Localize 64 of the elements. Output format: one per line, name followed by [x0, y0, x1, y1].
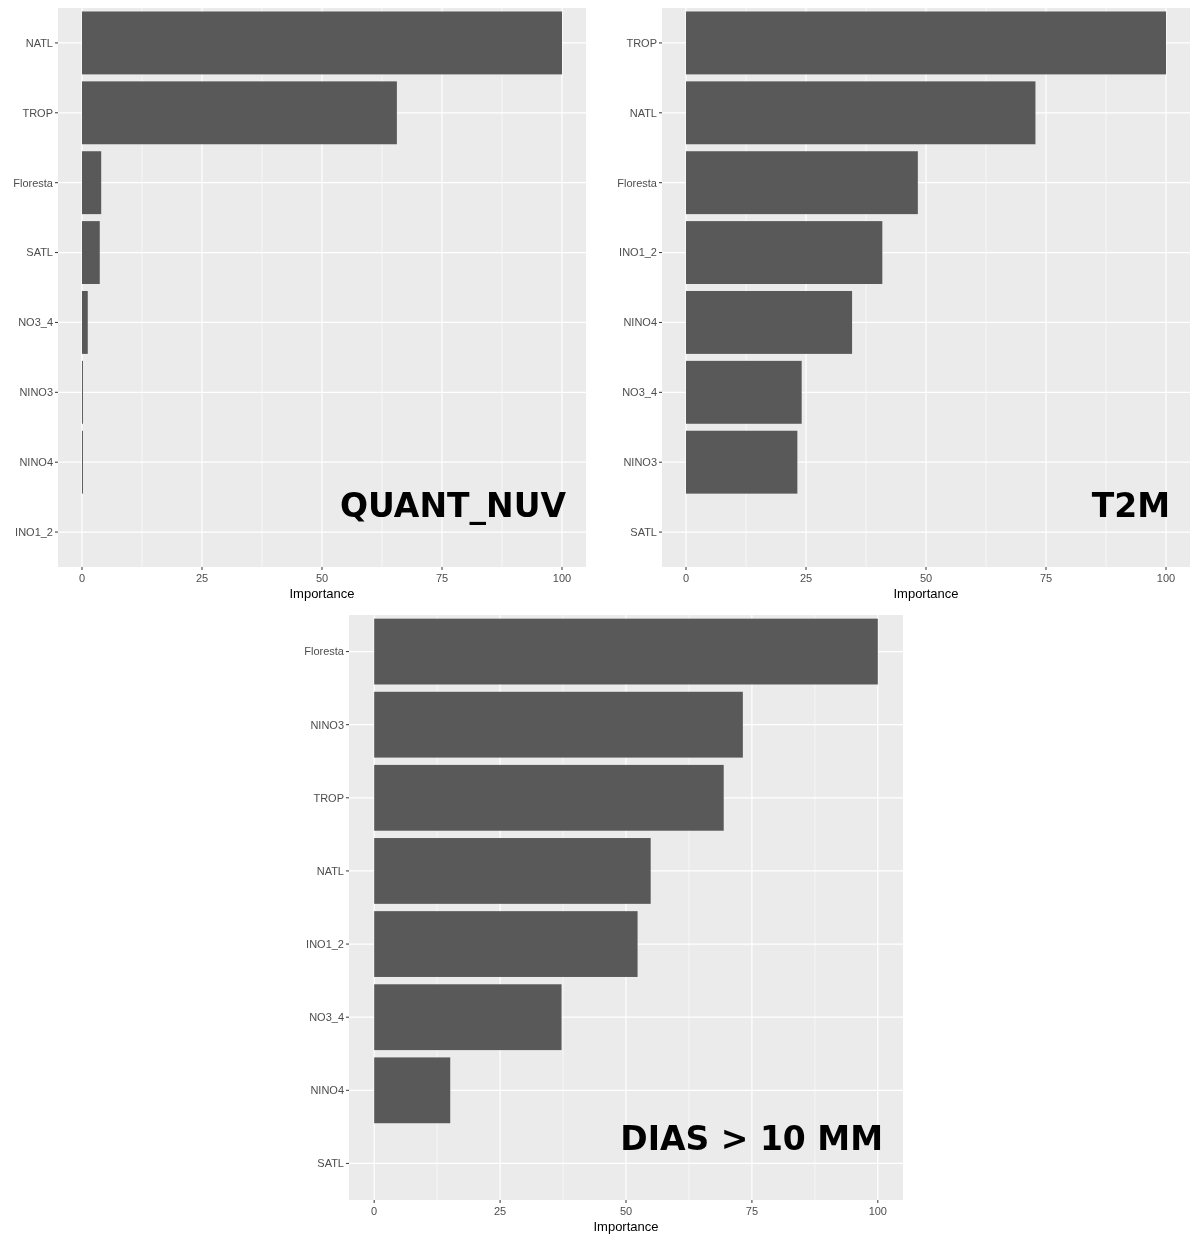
x-tick-label: 50: [619, 1205, 633, 1217]
y-tick-label: NO3_4: [18, 316, 53, 329]
bar: [686, 221, 883, 285]
bar: [686, 151, 918, 215]
y-tick-label: NINO3: [310, 718, 344, 731]
y-tick-label: NINO4: [19, 456, 53, 469]
bar: [686, 430, 798, 494]
y-tick-label: NATL: [316, 864, 344, 877]
x-tick-label: 50: [919, 572, 933, 584]
x-tick-label: 75: [435, 572, 449, 584]
bar: [82, 11, 562, 75]
bar: [82, 151, 102, 215]
y-tick-label: INO1_2: [619, 246, 657, 259]
x-tick-label: 25: [195, 572, 209, 584]
y-tick-label: Floresta: [13, 176, 54, 189]
x-tick-label: 25: [493, 1205, 507, 1217]
bar: [686, 81, 1036, 145]
y-tick-label: TROP: [22, 106, 53, 119]
y-tick-label: NO3_4: [309, 1011, 344, 1024]
x-tick-label: 75: [1039, 572, 1053, 584]
y-tick-label: NINO3: [623, 456, 657, 469]
bar: [374, 764, 724, 831]
x-tick-label: 0: [78, 572, 86, 584]
y-tick-label: TROP: [313, 791, 344, 804]
bar: [82, 290, 88, 354]
y-tick-label: NINO3: [19, 386, 53, 399]
bar: [686, 11, 1166, 75]
x-axis-title: Importance: [893, 586, 959, 601]
bar: [374, 911, 638, 977]
y-tick-label: NATL: [25, 36, 53, 49]
text: QUANT_NUV: [340, 486, 567, 525]
x-axis-title: Importance: [289, 586, 355, 601]
x-tick-label: 50: [315, 572, 329, 584]
x-tick-label: 0: [682, 572, 690, 584]
y-tick-label: TROP: [626, 36, 657, 49]
text: T2M: [1091, 486, 1170, 525]
x-tick-label: 100: [552, 572, 572, 584]
y-tick-label: Floresta: [304, 645, 345, 658]
y-tick-label: SATL: [26, 246, 53, 259]
x-tick-label: 100: [1156, 572, 1176, 584]
bar: [374, 838, 651, 904]
bar: [374, 618, 878, 685]
y-tick-label: INO1_2: [306, 937, 344, 950]
bar: [374, 1057, 451, 1124]
y-tick-label: SATL: [630, 525, 657, 538]
bar: [82, 81, 397, 145]
bar: [686, 290, 853, 354]
bar: [686, 360, 802, 424]
y-tick-label: NINO4: [623, 316, 657, 329]
text: DIAS > 10 MM: [620, 1119, 883, 1158]
x-tick-label: 0: [371, 1205, 378, 1217]
bar: [82, 221, 100, 285]
x-tick-label: 25: [799, 572, 813, 584]
x-tick-label: 75: [745, 1205, 759, 1217]
y-tick-label: Floresta: [617, 176, 658, 189]
x-axis-title: Importance: [593, 1219, 659, 1234]
bar: [374, 984, 562, 1051]
y-tick-label: INO1_2: [15, 525, 53, 538]
y-tick-label: NATL: [629, 106, 657, 119]
y-tick-label: SATL: [317, 1157, 344, 1170]
y-tick-label: NO3_4: [622, 386, 657, 399]
x-tick-label: 100: [868, 1205, 887, 1217]
bar: [374, 691, 743, 758]
y-tick-label: NINO4: [310, 1084, 344, 1097]
